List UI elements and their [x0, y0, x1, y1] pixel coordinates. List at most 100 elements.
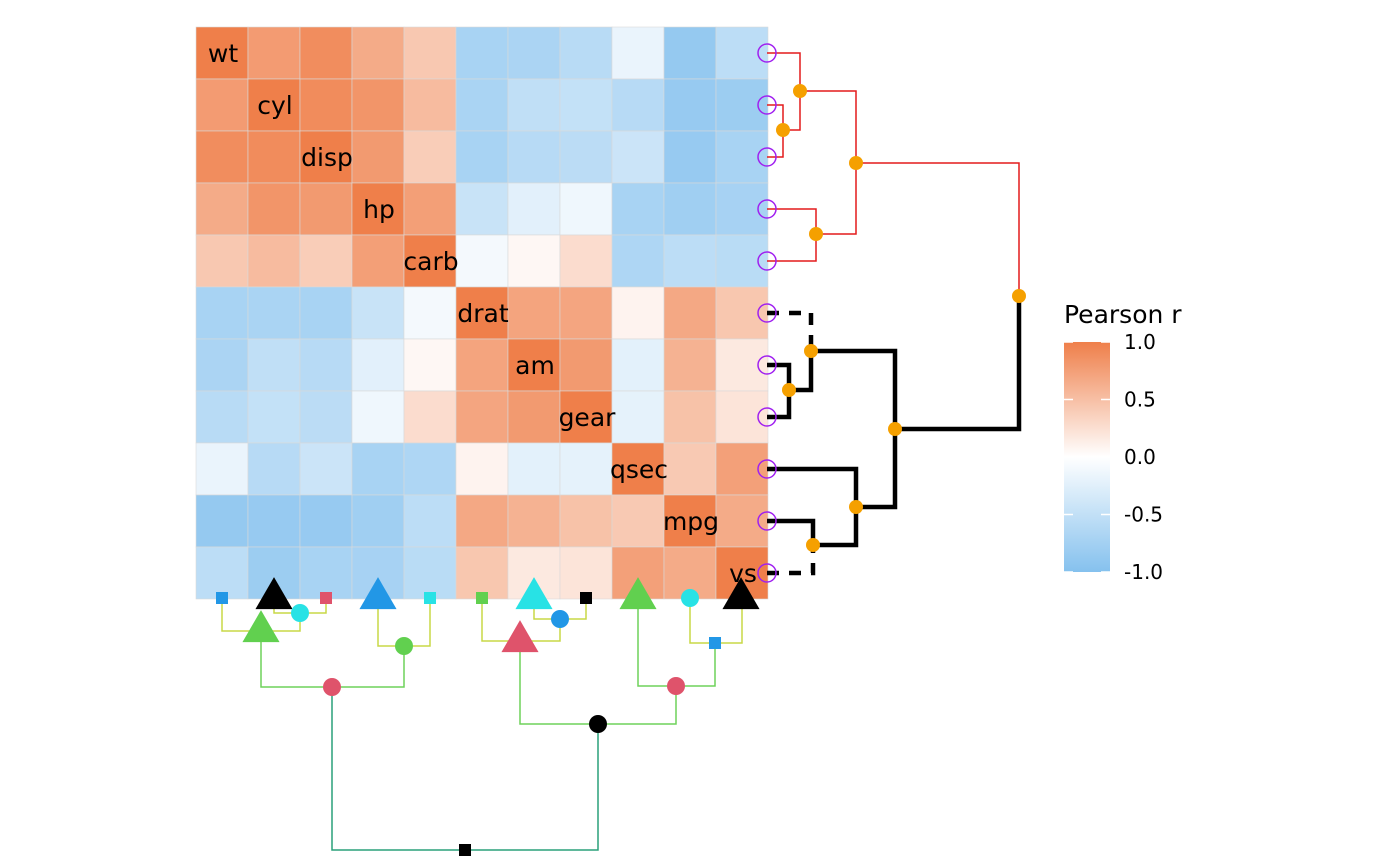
legend-ticks: 1.0 0.5 0.0 -0.5 -1.0 [1064, 330, 1163, 584]
dendrogram-node [806, 538, 820, 552]
heatmap-cell [715, 494, 769, 548]
heatmap-cell [663, 78, 717, 132]
dendrogram-marker [216, 592, 228, 604]
heatmap-cell [351, 234, 405, 288]
heatmap-cell [403, 130, 457, 184]
heatmap-cell [455, 338, 509, 392]
legend-title: Pearson r [1064, 300, 1182, 329]
heatmap-cell [351, 494, 405, 548]
variable-label: hp [363, 195, 395, 224]
heatmap-cell [351, 130, 405, 184]
dendrogram-marker [515, 577, 553, 610]
heatmap-cell [195, 338, 249, 392]
heatmap-cell [195, 78, 249, 132]
heatmap-cell [455, 26, 509, 80]
heatmap-cell [455, 78, 509, 132]
row-dendrogram [757, 43, 1026, 583]
heatmap-cell [351, 78, 405, 132]
heatmap-cell [195, 494, 249, 548]
heatmap-cell [507, 234, 561, 288]
heatmap-cell [247, 234, 301, 288]
heatmap-cell [507, 442, 561, 496]
heatmap-cell [663, 234, 717, 288]
heatmap-cell [715, 130, 769, 184]
dendrogram-marker [722, 577, 760, 610]
dendrogram-branch [637, 598, 716, 687]
heatmap-cell [195, 130, 249, 184]
dendrogram-branch [811, 348, 898, 510]
heatmap-cell [559, 234, 613, 288]
heatmap-cell [507, 182, 561, 236]
heatmap-cell [715, 390, 769, 444]
variable-label: disp [301, 143, 353, 172]
dendrogram-node [809, 227, 823, 241]
dendrogram-branch [767, 545, 816, 576]
heatmap-cell [195, 286, 249, 340]
variable-label: drat [457, 299, 508, 328]
heatmap-cell [247, 182, 301, 236]
heatmap-cell [559, 182, 613, 236]
heatmap-cell [195, 390, 249, 444]
leaf-marker [757, 95, 777, 115]
heatmap-cell [559, 390, 613, 444]
heatmap-cell [559, 494, 613, 548]
heatmap-cell [455, 234, 509, 288]
dendrogram-marker [459, 844, 471, 856]
heatmap-cell [715, 26, 769, 80]
heatmap-cell [611, 78, 665, 132]
heatmap-cell [455, 286, 509, 340]
dendrogram-branch [767, 208, 817, 262]
heatmap-cell [299, 234, 353, 288]
dendrogram-node [1012, 289, 1026, 303]
heatmap-cell [195, 442, 249, 496]
heatmap-cell [455, 182, 509, 236]
heatmap-cell [663, 182, 717, 236]
heatmap-cell [663, 286, 717, 340]
dendrogram-node [782, 383, 796, 397]
heatmap-cell [715, 78, 769, 132]
heatmap-cell [559, 130, 613, 184]
variable-label: mpg [663, 507, 719, 536]
column-dendrogram [216, 577, 760, 856]
heatmap-cell [403, 234, 457, 288]
dendrogram-branch [789, 351, 814, 393]
heatmap-cell [299, 78, 353, 132]
leaf-marker [757, 43, 777, 63]
leaf-marker [757, 355, 777, 375]
dendrogram-node [776, 123, 790, 137]
heatmap-cell [559, 442, 613, 496]
dendrogram-node [849, 500, 863, 514]
heatmap-cell [455, 494, 509, 548]
heatmap-cell [611, 182, 665, 236]
dendrogram-marker [395, 637, 413, 655]
heatmap-cell [455, 130, 509, 184]
variable-label: qsec [610, 455, 668, 484]
heatmap-cell [663, 338, 717, 392]
variable-label: cyl [257, 91, 293, 120]
dendrogram-marker [476, 592, 488, 604]
heatmap-cell [247, 78, 301, 132]
heatmap-cell [247, 286, 301, 340]
heatmap-cell [247, 338, 301, 392]
heatmap-cell [507, 78, 561, 132]
heatmap-cell [247, 390, 301, 444]
heatmap-cell [195, 26, 249, 80]
dendrogram-marker [323, 678, 341, 696]
heatmap-cell [247, 130, 301, 184]
heatmap-cell [247, 442, 301, 496]
dendrogram-marker [619, 577, 657, 610]
leaf-marker [757, 511, 777, 531]
heatmap-cell [559, 546, 613, 600]
heatmap-cell [611, 234, 665, 288]
dendrogram-node [849, 156, 863, 170]
heatmap-cell [715, 182, 769, 236]
color-legend: Pearson r 1.0 0.5 0.0 -0.5 -1.0 [1064, 300, 1182, 584]
heatmap-cell [507, 390, 561, 444]
heatmap-cell [299, 338, 353, 392]
heatmap-cell [715, 442, 769, 496]
dendrogram-marker [501, 620, 539, 653]
heatmap-cell [611, 338, 665, 392]
heatmap-cell [403, 442, 457, 496]
variable-label: am [515, 351, 555, 380]
